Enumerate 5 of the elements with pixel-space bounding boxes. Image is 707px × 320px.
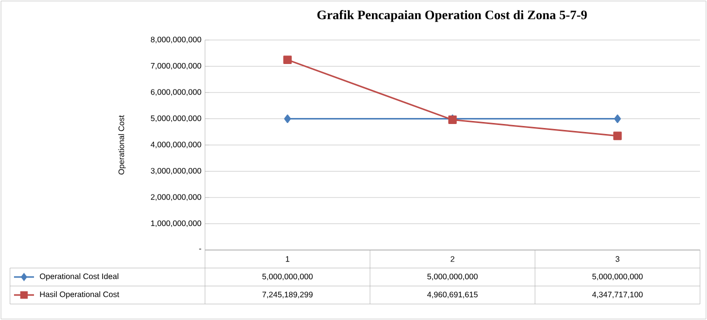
point	[284, 114, 291, 123]
point	[613, 132, 622, 140]
point	[283, 56, 292, 64]
point	[614, 114, 621, 123]
chart-title: Grafik Pencapaian Operation Cost di Zona 5-7-9	[317, 10, 587, 22]
